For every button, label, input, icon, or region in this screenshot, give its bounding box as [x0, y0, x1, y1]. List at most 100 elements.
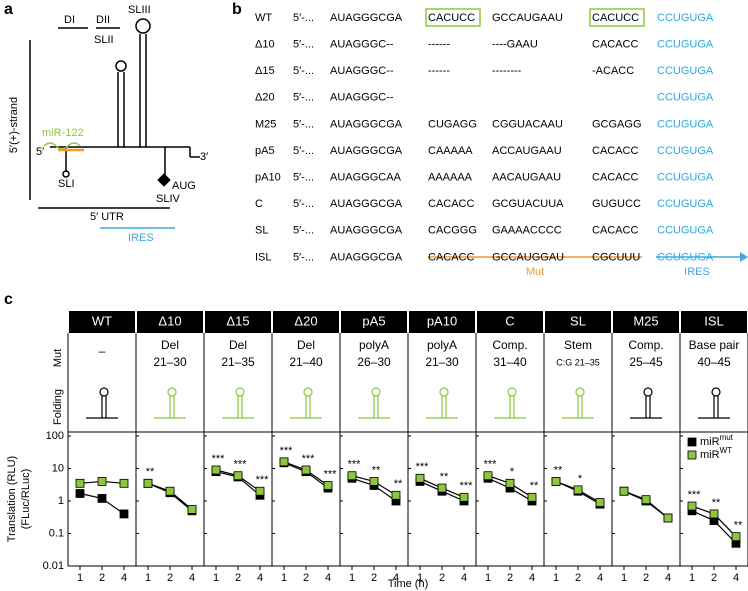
- x-tick-label: 4: [665, 572, 671, 584]
- sequence: CACUCC: [592, 12, 639, 24]
- header: [137, 311, 203, 333]
- x-label: Time (h): [388, 578, 429, 590]
- sequence: GCGAGG: [592, 118, 642, 130]
- ires-sequence: CCUGUGA: [657, 65, 714, 77]
- significance: **: [146, 466, 155, 478]
- box: [425, 8, 481, 27]
- significance: ***: [484, 459, 498, 471]
- point: [119, 478, 129, 488]
- prefix: 5′-...: [293, 198, 314, 210]
- chart-title: C: [505, 313, 514, 328]
- point: [255, 486, 265, 496]
- sequence: CUGAGG: [428, 118, 477, 130]
- ires-sequence: CCUGUGA: [657, 172, 714, 184]
- sequence: CACACC: [428, 198, 475, 210]
- point: [75, 478, 85, 488]
- ires-sequence: CCUGUGA: [657, 92, 714, 104]
- chart-title: SL: [570, 313, 586, 328]
- significance: ***: [460, 480, 474, 492]
- significance: **: [530, 480, 539, 492]
- significance: **: [394, 478, 403, 490]
- ires-label: IRES: [684, 266, 710, 278]
- point: [75, 489, 85, 498]
- x-tick-label: 1: [281, 572, 287, 584]
- panel-label: b: [232, 1, 242, 18]
- mut-text: Del: [161, 338, 179, 352]
- prefix: 5′-...: [293, 172, 314, 184]
- fold: [711, 387, 721, 397]
- sequence: CACACC: [428, 251, 475, 263]
- header: [613, 311, 679, 333]
- x-tick-label: 1: [213, 572, 219, 584]
- chart-title: Δ20: [294, 313, 317, 328]
- sequence: GCGUACUUA: [492, 198, 564, 210]
- legend-label: miRWT: [700, 446, 732, 461]
- fold: [643, 387, 653, 397]
- mut-text: Comp.: [492, 338, 527, 352]
- label: 3′: [200, 151, 208, 163]
- fold: [235, 387, 245, 397]
- legend-name: miR: [700, 436, 720, 448]
- panel-label: a: [4, 1, 13, 18]
- x-tick-label: 1: [77, 572, 83, 584]
- significance: ***: [348, 459, 362, 471]
- significance: ***: [324, 468, 338, 480]
- y-tick-label: 0.1: [49, 527, 64, 539]
- significance: ***: [688, 489, 702, 501]
- prefix: 5′-...: [293, 92, 314, 104]
- mut-text: –: [99, 344, 106, 358]
- ires-sequence: CCUGUGA: [657, 39, 714, 51]
- y-label: Translation (RLU): [6, 456, 18, 542]
- sequence: CACUCC: [428, 12, 475, 24]
- ires-sequence: CCUGUGA: [657, 198, 714, 210]
- x-tick-label: 2: [575, 572, 581, 584]
- significance: ***: [234, 459, 248, 471]
- mut-text: polyA: [427, 338, 457, 352]
- point: [731, 532, 741, 542]
- sequence: AUAGGGCGA: [330, 251, 403, 263]
- x-tick-label: 2: [235, 572, 241, 584]
- point: [233, 471, 243, 481]
- x-tick-label: 1: [485, 572, 491, 584]
- sequence: AUAGGGCGA: [330, 145, 403, 157]
- label: AUG: [172, 180, 196, 192]
- x-tick-label: 4: [189, 572, 195, 584]
- sequence: AUAGGGCGA: [330, 225, 403, 237]
- point: [301, 465, 311, 475]
- mut-text: Stem: [564, 338, 592, 352]
- fold: [167, 387, 177, 397]
- sequence: AUAGGGCGA: [330, 118, 403, 130]
- sequence: --------: [492, 65, 522, 77]
- legend-swatch: [687, 450, 697, 460]
- label: SLIV: [156, 193, 181, 205]
- mut-text: 25–45: [629, 355, 663, 369]
- legend-sup: WT: [720, 446, 733, 455]
- sequence: ----GAAU: [492, 39, 538, 51]
- sequence: GCCAUGGAU: [492, 251, 564, 263]
- fold: [575, 387, 585, 397]
- x-tick-label: 1: [145, 572, 151, 584]
- sequence: AUAGGGCGA: [330, 198, 403, 210]
- sequence: CAAAAA: [428, 145, 473, 157]
- label: IRES: [128, 232, 154, 244]
- sequence: AUAGGGC--: [330, 39, 394, 51]
- mut-text: 21–30: [425, 355, 459, 369]
- ires-sequence: CCUGUGA: [657, 12, 714, 24]
- sequence: -ACACC: [592, 65, 634, 77]
- point: [437, 483, 447, 493]
- row-label: Mut: [52, 349, 64, 367]
- fold: [439, 387, 449, 397]
- x-tick-label: 2: [371, 572, 377, 584]
- prefix: 5′-...: [293, 12, 314, 24]
- header: [409, 311, 475, 333]
- label: SLII: [94, 34, 114, 46]
- point: [459, 492, 469, 502]
- row-label: Folding: [52, 389, 64, 425]
- point: [663, 513, 673, 523]
- x-tick-label: 4: [121, 572, 127, 584]
- sequence: AUAGGGCAA: [330, 172, 402, 184]
- point: [687, 501, 697, 511]
- ires-sequence: CCUGUGA: [657, 251, 714, 263]
- mut-text: 40–45: [697, 355, 731, 369]
- sequence: CACACC: [592, 172, 639, 184]
